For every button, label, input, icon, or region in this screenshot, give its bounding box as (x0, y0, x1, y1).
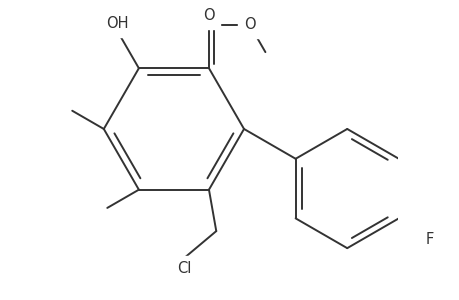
Text: F: F (425, 232, 433, 247)
Text: O: O (203, 8, 214, 23)
Text: O: O (243, 17, 255, 32)
Text: OH: OH (106, 16, 128, 32)
Text: Cl: Cl (176, 261, 191, 276)
